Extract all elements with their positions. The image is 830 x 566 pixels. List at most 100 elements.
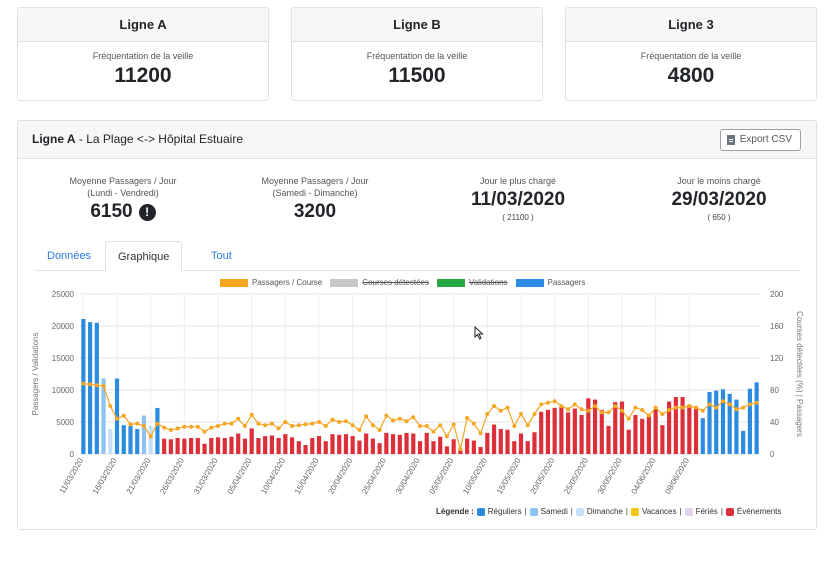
export-label: Export CSV [739,134,792,145]
view-tabs: Données Graphique Tout [35,241,800,272]
bar [707,391,712,454]
line-point [148,434,153,439]
y-axis-label-right: Courses détectées (%) | Passagers [795,311,804,437]
line-point [202,429,207,434]
bar [202,443,207,454]
stat-weekday-avg: Moyenne Passagers / Jour (Lundi - Vendre… [38,175,208,223]
line-point [579,407,584,412]
legend-swatch [330,278,359,287]
legend-title: Légende : [436,507,474,516]
bar [458,449,463,454]
bar [370,438,375,454]
legend-swatch [220,278,248,287]
line-point [121,413,126,418]
bar [330,434,335,454]
bar [229,436,234,454]
bar [734,399,739,454]
bar [660,425,665,454]
legend-item-passagers[interactable]: Passagers [547,278,586,287]
line-point [88,382,93,387]
bar [747,388,752,454]
export-csv-button[interactable]: Export CSV [719,129,801,151]
stat-value: 3200 [293,201,337,222]
ridership-chart: 0 0 5000 40 10000 80 15000 120 20000 160 25000 200 1… [31,290,804,496]
x-tick-label: 15/05/2020 [495,456,523,496]
bar [390,434,396,454]
line-point [747,402,752,407]
card-title: Ligne A [18,8,268,42]
bar [465,438,470,454]
x-tick-label: 25/04/2020 [360,456,388,496]
bar [155,407,160,454]
line-point [222,421,227,426]
line-point [700,408,705,413]
stat-label: Jour le plus chargé [479,176,557,186]
line-name: Ligne A [32,132,76,146]
x-tick-label: 04/06/2020 [630,456,658,496]
exclamation-icon[interactable]: ! [138,203,156,221]
bar [256,438,261,454]
stat-note: ( 21100 ) [502,213,534,222]
line-point [505,405,510,410]
bar [559,407,564,454]
line-point [269,421,274,426]
x-tick-label: 25/05/2020 [562,456,590,496]
stat-label: Moyenne Passagers / Jour [261,176,369,186]
bar [101,378,106,454]
line-point [593,404,598,408]
stat-label: Jour le moins chargé [677,176,761,186]
bar [108,429,113,454]
legend-item-courses[interactable]: Courses détectées [362,278,429,287]
tab-donnees[interactable]: Données [47,250,92,262]
bar [323,441,328,454]
legend-swatch [725,507,734,516]
stat-quietest-day: Jour le moins chargé 29/03/2020 ( 650 ) [634,175,804,222]
line-point [714,405,719,410]
bar [640,418,645,454]
stat-label: Moyenne Passagers / Jour [69,176,177,186]
bar [586,398,591,454]
stat-note: ( 650 ) [707,213,731,222]
line-point [350,423,355,428]
x-tick-label: 21/03/2020 [125,456,153,496]
bar [619,401,625,454]
line-point [377,428,382,432]
line-point [189,424,194,429]
file-icon [726,135,735,145]
legend-evenements: Événements [736,507,782,516]
line-point [626,416,631,421]
line-point [566,407,571,412]
line-point [101,384,106,388]
card-title: Ligne 3 [566,8,816,42]
line-point [741,405,746,410]
tab-tout[interactable]: Tout [211,250,232,262]
line-point [141,424,146,428]
bar [599,409,604,454]
mouse-cursor-icon [474,326,484,340]
bar [162,438,167,454]
line-point [370,423,375,428]
legend-item-validations[interactable]: Validations [468,278,508,287]
x-tick-label: 10/04/2020 [259,456,287,496]
stat-value: 6150 [90,201,133,222]
line-point [680,405,685,410]
line-point [754,400,759,405]
line-point [559,404,564,408]
x-tick-label: 30/04/2020 [394,456,422,496]
legend-swatch [684,507,693,516]
bar [525,441,530,454]
x-tick-label: 09/06/2020 [663,456,691,496]
legend-swatch [515,278,544,287]
x-tick-label: 05/05/2020 [428,456,456,496]
bar [451,439,456,454]
tab-graphique[interactable]: Graphique [105,241,183,272]
card-ligne-a: Ligne A Fréquentation de la veille 11200 [17,7,269,101]
line-point [646,413,651,418]
x-tick-label: 20/04/2020 [327,456,355,496]
y-tick-left: 10000 [52,386,75,395]
card-subtitle: Fréquentation de la veille [640,51,742,61]
legend-item-passagers-course[interactable]: Passagers / Course [252,278,323,287]
stat-weekend-avg: Moyenne Passagers / Jour (Samedi - Diman… [230,175,400,223]
bar [350,436,355,454]
bar [444,446,450,454]
